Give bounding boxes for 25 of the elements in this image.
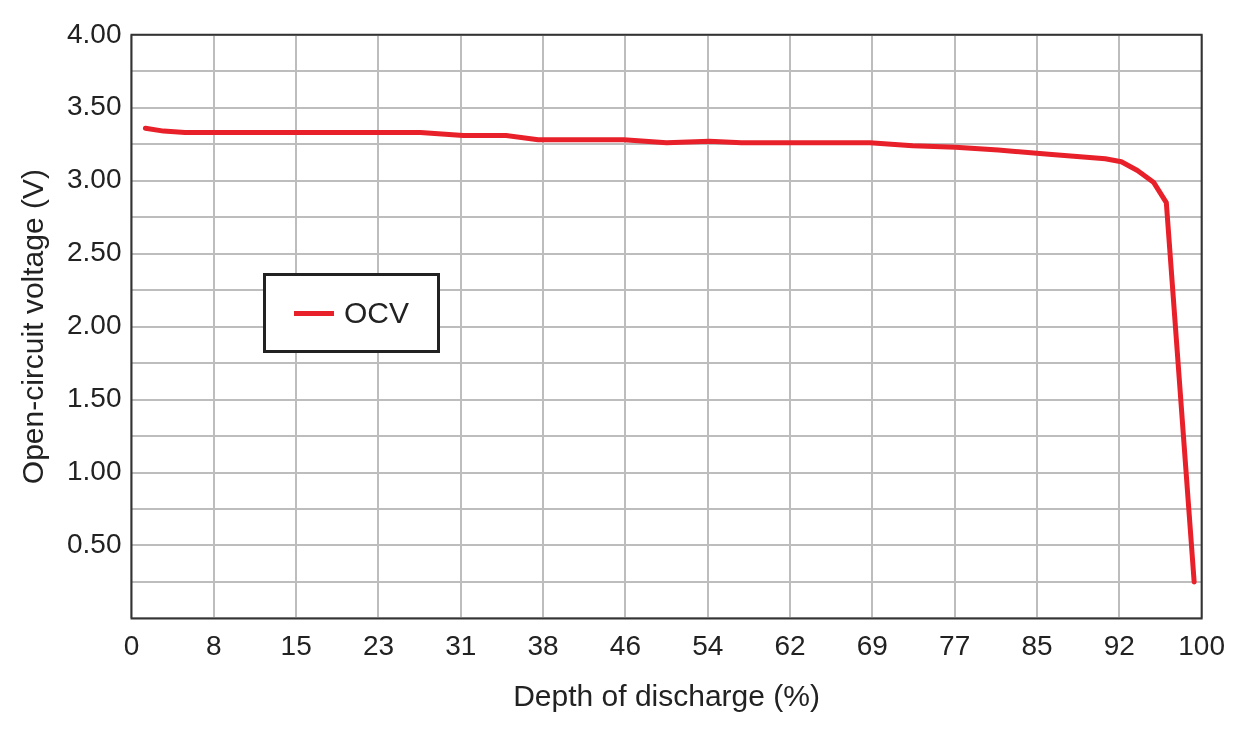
x-tick-label: 46 (609, 629, 641, 661)
y-axis-title: Open-circuit voltage (V) (16, 169, 50, 485)
x-tick-label: 0 (123, 629, 140, 661)
x-tick-label: 85 (1021, 629, 1053, 661)
x-tick-label: 31 (445, 629, 477, 661)
x-tick-label: 77 (939, 629, 971, 661)
x-tick-label: 69 (856, 629, 888, 661)
y-tick-label: 4.00 (67, 17, 122, 49)
x-tick-label: 92 (1103, 629, 1135, 661)
x-tick-label: 62 (774, 629, 806, 661)
y-tick-label: 1.00 (67, 455, 122, 487)
x-tick-label: 38 (527, 629, 559, 661)
x-tick-label: 23 (362, 629, 395, 661)
x-tick-label: 8 (206, 629, 222, 661)
x-tick-label: 54 (692, 629, 724, 661)
legend-label: OCV (344, 296, 410, 330)
x-axis-title: Depth of discharge (%) (513, 679, 820, 713)
y-tick-label: 1.50 (67, 382, 122, 414)
y-tick-label: 3.50 (67, 90, 122, 122)
x-tick-label: 15 (280, 629, 312, 661)
y-tick-label: 2.50 (67, 236, 122, 268)
y-tick-label: 3.00 (67, 163, 122, 195)
y-tick-label: 0.50 (67, 528, 122, 560)
y-tick-label: 2.00 (67, 309, 122, 341)
x-tick-label: 100 (1178, 629, 1225, 661)
